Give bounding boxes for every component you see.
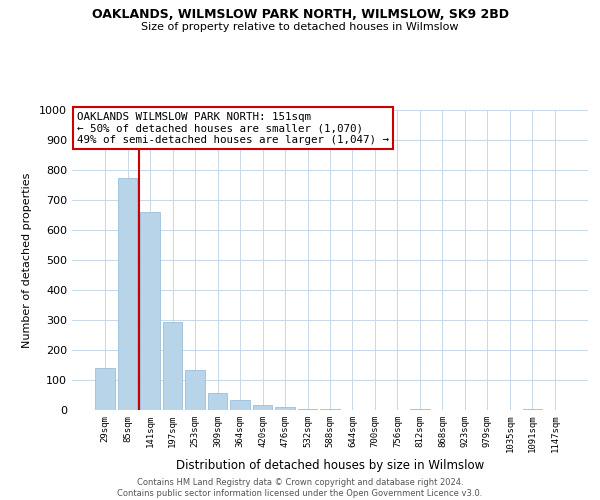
Text: OAKLANDS, WILMSLOW PARK NORTH, WILMSLOW, SK9 2BD: OAKLANDS, WILMSLOW PARK NORTH, WILMSLOW,… [91, 8, 509, 20]
Bar [523, 408, 542, 410]
Bar [208, 392, 227, 410]
Bar [253, 404, 272, 410]
Bar [410, 409, 430, 410]
Text: Size of property relative to detached houses in Wilmslow: Size of property relative to detached ho… [141, 22, 459, 32]
Bar [298, 409, 317, 410]
Text: Contains HM Land Registry data © Crown copyright and database right 2024.
Contai: Contains HM Land Registry data © Crown c… [118, 478, 482, 498]
Bar [118, 178, 137, 410]
Bar [185, 370, 205, 410]
X-axis label: Distribution of detached houses by size in Wilmslow: Distribution of detached houses by size … [176, 460, 484, 472]
Bar [163, 322, 182, 410]
Text: OAKLANDS WILMSLOW PARK NORTH: 151sqm
← 50% of detached houses are smaller (1,070: OAKLANDS WILMSLOW PARK NORTH: 151sqm ← 5… [77, 112, 389, 144]
Bar [95, 368, 115, 410]
Bar [140, 212, 160, 410]
Y-axis label: Number of detached properties: Number of detached properties [22, 172, 32, 348]
Bar [320, 408, 340, 410]
Bar [275, 407, 295, 410]
Bar [230, 400, 250, 410]
